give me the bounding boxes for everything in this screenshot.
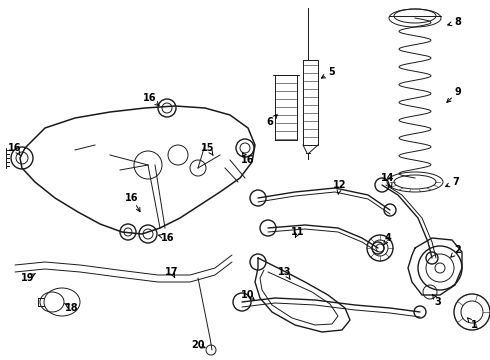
Text: 15: 15 <box>201 143 215 153</box>
Text: 9: 9 <box>455 87 462 97</box>
Text: 8: 8 <box>455 17 462 27</box>
Text: 4: 4 <box>385 233 392 243</box>
Text: 17: 17 <box>165 267 179 277</box>
Text: 12: 12 <box>333 180 347 190</box>
Text: 16: 16 <box>161 233 175 243</box>
Text: 19: 19 <box>21 273 35 283</box>
Text: 18: 18 <box>65 303 79 313</box>
Text: 16: 16 <box>125 193 139 203</box>
Text: 16: 16 <box>143 93 157 103</box>
Text: 3: 3 <box>435 297 441 307</box>
Text: 10: 10 <box>241 290 255 300</box>
Text: 16: 16 <box>241 155 255 165</box>
Text: 5: 5 <box>329 67 335 77</box>
Text: 11: 11 <box>291 227 305 237</box>
Text: 16: 16 <box>8 143 22 153</box>
Text: 14: 14 <box>381 173 395 183</box>
Text: 20: 20 <box>191 340 205 350</box>
Text: 2: 2 <box>455 245 462 255</box>
Text: 6: 6 <box>267 117 273 127</box>
Text: 7: 7 <box>453 177 460 187</box>
Text: 13: 13 <box>278 267 292 277</box>
Text: 1: 1 <box>470 320 477 330</box>
